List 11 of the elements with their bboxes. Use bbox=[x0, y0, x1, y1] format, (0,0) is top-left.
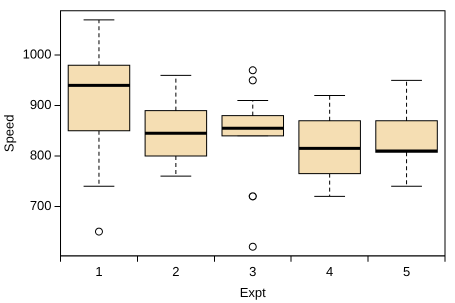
x-tick-label: 4 bbox=[326, 264, 334, 280]
y-tick-label: 800 bbox=[30, 148, 52, 163]
x-tick-label: 2 bbox=[172, 264, 180, 280]
y-tick-label: 900 bbox=[30, 97, 52, 112]
x-tick-label: 3 bbox=[249, 264, 256, 280]
x-tick-label: 5 bbox=[402, 264, 410, 280]
y-tick-label: 1000 bbox=[22, 46, 52, 62]
y-axis-title: Speed bbox=[1, 114, 16, 152]
x-tick-label: 1 bbox=[95, 264, 103, 280]
x-axis-title: Expt bbox=[240, 284, 266, 300]
y-tick-label: 700 bbox=[30, 198, 52, 213]
